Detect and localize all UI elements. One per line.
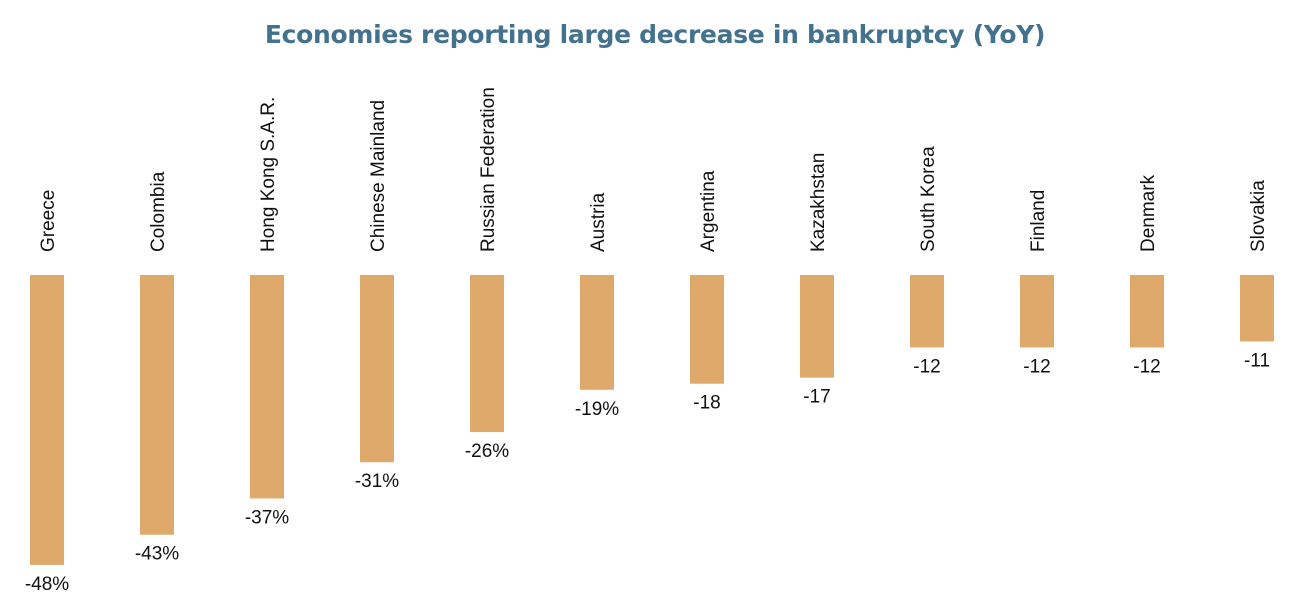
bar-hong-kong-s-a-r- [250,275,284,499]
category-label: Slovakia [1248,180,1269,252]
bar-austria [580,275,614,390]
category-label: Austria [588,192,609,252]
bar-slovakia [1240,275,1274,342]
bar-argentina [690,275,724,384]
category-labels: Greece Colombia Hong Kong S.A.R. Chinese Ma… [38,87,1269,252]
category-label: Chinese Mainland [368,100,389,252]
chart-title: Economies reporting large decrease in ba… [264,20,1046,49]
bar-kazakhstan [800,275,834,378]
value-labels: -48% -43% -37% -31% -26% -19% -18 -17 -12 -12 -12 -… [25,350,1270,594]
category-label: Denmark [1138,174,1159,252]
bar-south-korea [910,275,944,348]
value-label: -19% [575,399,619,420]
value-label: -12 [1133,356,1160,377]
bar-chinese-mainland [360,275,394,463]
category-label: South Korea [918,146,939,252]
category-label: Hong Kong S.A.R. [258,97,279,252]
value-label: -12 [1023,356,1050,377]
value-label: -48% [25,574,69,595]
bar-greece [30,275,64,565]
value-label: -43% [135,544,179,565]
bar-colombia [140,275,174,535]
bars-group [30,275,1274,565]
value-label: -11 [1244,350,1270,371]
value-label: -26% [465,441,509,462]
bar-russian-federation [470,275,504,433]
bar-denmark [1130,275,1164,348]
value-label: -18 [693,393,720,414]
bar-finland [1020,275,1054,348]
value-label: -31% [355,471,399,492]
category-label: Russian Federation [478,87,499,252]
value-label: -12 [913,356,940,377]
category-label: Greece [38,190,59,252]
category-label: Kazakhstan [808,153,829,252]
value-label: -17 [803,387,830,408]
category-label: Argentina [698,170,719,252]
value-label: -37% [245,507,289,528]
category-label: Finland [1028,190,1049,252]
category-label: Colombia [148,171,169,252]
